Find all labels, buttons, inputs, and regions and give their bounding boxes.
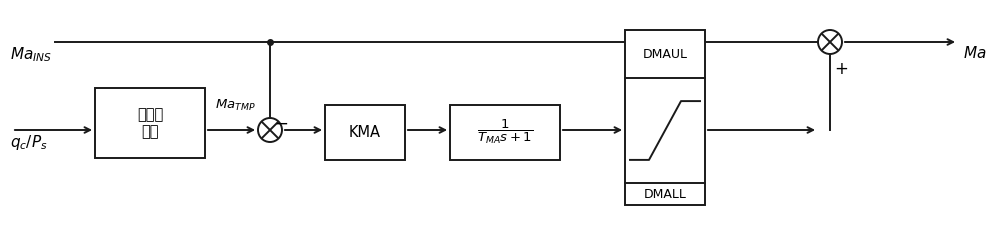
Text: $+$: $+$ xyxy=(834,60,848,78)
Text: $\dfrac{1}{T_{MA}s+1}$: $\dfrac{1}{T_{MA}s+1}$ xyxy=(477,117,533,146)
Bar xyxy=(95,88,205,158)
Text: $Ma_{INS}$: $Ma_{INS}$ xyxy=(10,45,52,64)
Text: $Ma_{TMP}$: $Ma_{TMP}$ xyxy=(215,98,256,113)
Text: $q_c/P_s$: $q_c/P_s$ xyxy=(10,133,48,152)
Text: DMALL: DMALL xyxy=(644,188,686,201)
Text: $-$: $-$ xyxy=(274,114,288,132)
Text: 马赫数
解算: 马赫数 解算 xyxy=(137,107,163,139)
Text: $Ma$: $Ma$ xyxy=(963,45,987,61)
Circle shape xyxy=(818,30,842,54)
Bar xyxy=(625,30,705,205)
Text: KMA: KMA xyxy=(349,125,381,140)
Bar xyxy=(325,105,405,160)
Bar xyxy=(450,105,560,160)
Circle shape xyxy=(258,118,282,142)
Text: DMAUL: DMAUL xyxy=(642,48,688,61)
